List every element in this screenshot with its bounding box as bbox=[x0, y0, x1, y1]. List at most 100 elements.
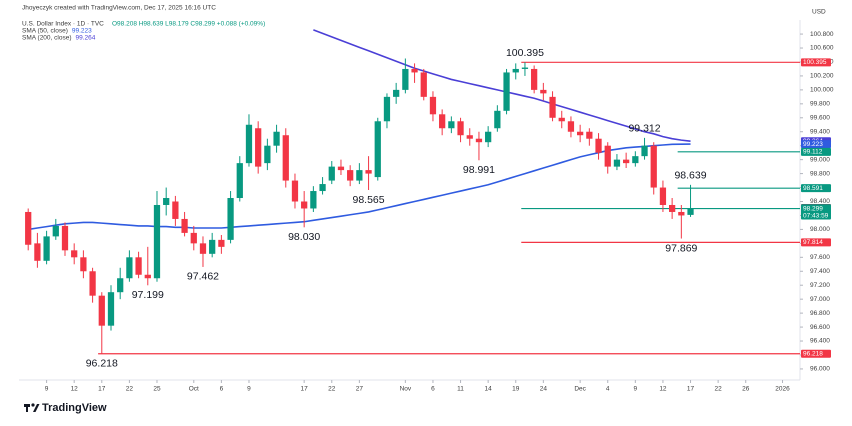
price-label-box bbox=[801, 349, 831, 358]
x-tick-label: 4 bbox=[606, 386, 610, 393]
candle-body bbox=[107, 292, 115, 326]
candle-body bbox=[347, 170, 354, 181]
candle-body bbox=[650, 145, 657, 188]
symbol: U.S. Dollar Index · 1D · TVC bbox=[22, 21, 104, 28]
candle-body bbox=[172, 201, 179, 219]
y-tick-label: 97.200 bbox=[810, 282, 830, 289]
x-tick-label: 26 bbox=[742, 386, 750, 393]
candle-body bbox=[448, 121, 455, 129]
candle-body bbox=[301, 201, 308, 209]
candle-body bbox=[310, 191, 317, 209]
candle-body bbox=[80, 257, 87, 272]
candle-body bbox=[641, 145, 648, 157]
candle-body bbox=[503, 72, 510, 111]
y-tick-label: 100.800 bbox=[810, 31, 834, 38]
candle-body bbox=[457, 121, 464, 136]
candle-body bbox=[227, 198, 234, 240]
candle-body bbox=[153, 204, 161, 279]
y-tick-label: 96.600 bbox=[810, 324, 830, 331]
price-label: 96.218 bbox=[803, 350, 823, 357]
price-annotation: 100.395 bbox=[506, 47, 544, 59]
price-annotation: 98.030 bbox=[288, 231, 320, 243]
candle-body bbox=[190, 232, 197, 244]
price-annotation: 97.869 bbox=[665, 242, 697, 254]
candle-body bbox=[356, 170, 363, 181]
y-tick-label: 100.000 bbox=[810, 87, 834, 94]
x-tick-label: 12 bbox=[71, 386, 79, 393]
price-annotation: 98.991 bbox=[463, 164, 495, 176]
candle-body bbox=[71, 250, 78, 258]
candle-body bbox=[89, 271, 96, 296]
y-tick-label: 99.400 bbox=[810, 128, 830, 135]
legend-value: 99.223 bbox=[72, 28, 92, 35]
x-tick-label: 2026 bbox=[775, 386, 790, 393]
price-label: 100.395 bbox=[803, 59, 827, 66]
x-tick-label: 14 bbox=[485, 386, 493, 393]
candle-body bbox=[577, 131, 584, 136]
x-tick-label: 24 bbox=[540, 386, 548, 393]
legend-name: SMA (50, close) bbox=[22, 28, 68, 35]
candle-body bbox=[319, 184, 326, 192]
candle-body bbox=[604, 145, 611, 167]
y-tick-label: 97.400 bbox=[810, 268, 830, 275]
price-annotation: 96.218 bbox=[86, 358, 118, 370]
moving-average-line bbox=[313, 29, 691, 143]
candle-body bbox=[337, 166, 345, 171]
candle-body bbox=[61, 225, 69, 251]
x-tick-label: 17 bbox=[301, 386, 309, 393]
legend-name: SMA (200, close) bbox=[22, 35, 72, 42]
candle-body bbox=[531, 68, 538, 90]
candle-body bbox=[549, 96, 556, 118]
x-tick-label: Dec bbox=[574, 386, 586, 393]
candle-body bbox=[43, 236, 50, 261]
candle-body bbox=[512, 68, 519, 73]
price-annotation: 99.312 bbox=[628, 123, 660, 135]
quote: O98.208 H98.639 L98.179 C98.299 +0.088 (… bbox=[112, 21, 265, 28]
x-tick-label: 6 bbox=[431, 386, 435, 393]
brand: TradingView bbox=[42, 402, 107, 414]
x-tick-label: 6 bbox=[220, 386, 224, 393]
candle-body bbox=[669, 204, 676, 212]
candle-body bbox=[475, 138, 483, 143]
y-tick-label: 96.000 bbox=[810, 366, 830, 373]
candle-body bbox=[494, 110, 501, 129]
candle-body bbox=[199, 243, 207, 254]
currency: USD bbox=[812, 9, 826, 16]
x-tick-label: 22 bbox=[126, 386, 134, 393]
candle-body bbox=[264, 145, 271, 164]
moving-average-line bbox=[28, 143, 691, 231]
candle-body bbox=[466, 135, 473, 139]
x-tick-label: 9 bbox=[634, 386, 638, 393]
candle-body bbox=[328, 166, 335, 181]
candle-body bbox=[282, 135, 289, 181]
y-tick-label: 96.400 bbox=[810, 338, 830, 345]
x-tick-label: Nov bbox=[400, 386, 412, 393]
x-tick-label: 17 bbox=[98, 386, 106, 393]
candle-body bbox=[439, 114, 446, 129]
price-label: 97.814 bbox=[803, 239, 823, 246]
candle-body bbox=[411, 68, 418, 73]
candle-body bbox=[540, 89, 547, 94]
candle-body bbox=[181, 218, 188, 233]
candle-body bbox=[245, 124, 253, 164]
x-tick-label: 17 bbox=[687, 386, 695, 393]
price-label-box bbox=[801, 140, 831, 149]
candle-body bbox=[209, 239, 216, 254]
price-annotation: 97.462 bbox=[187, 271, 219, 283]
price-label-box bbox=[801, 147, 831, 156]
candle-body bbox=[34, 243, 41, 261]
candle-body bbox=[687, 208, 694, 215]
candle-body bbox=[365, 170, 372, 174]
y-tick-label: 98.400 bbox=[810, 198, 830, 205]
price-label: 99.112 bbox=[803, 149, 823, 156]
candle-body bbox=[485, 131, 492, 143]
x-tick-label: 12 bbox=[659, 386, 667, 393]
candle-body bbox=[393, 89, 400, 97]
x-tick-label: Oct bbox=[189, 386, 199, 393]
candle-body bbox=[623, 159, 630, 164]
candle-body bbox=[98, 295, 105, 326]
candle-body bbox=[613, 159, 621, 167]
y-tick-label: 98.000 bbox=[810, 226, 830, 233]
y-tick-label: 97.600 bbox=[810, 254, 830, 261]
